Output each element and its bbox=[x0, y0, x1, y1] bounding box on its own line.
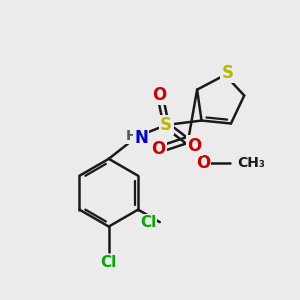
Text: O: O bbox=[187, 136, 201, 154]
Text: S: S bbox=[221, 64, 233, 82]
Text: S: S bbox=[160, 116, 172, 134]
Text: O: O bbox=[151, 140, 165, 158]
Text: Cl: Cl bbox=[101, 254, 117, 269]
Text: O: O bbox=[152, 85, 166, 103]
Text: O: O bbox=[196, 154, 210, 172]
Text: CH₃: CH₃ bbox=[238, 156, 266, 170]
Text: Cl: Cl bbox=[140, 214, 156, 230]
Text: N: N bbox=[134, 129, 148, 147]
Text: H: H bbox=[126, 129, 137, 143]
